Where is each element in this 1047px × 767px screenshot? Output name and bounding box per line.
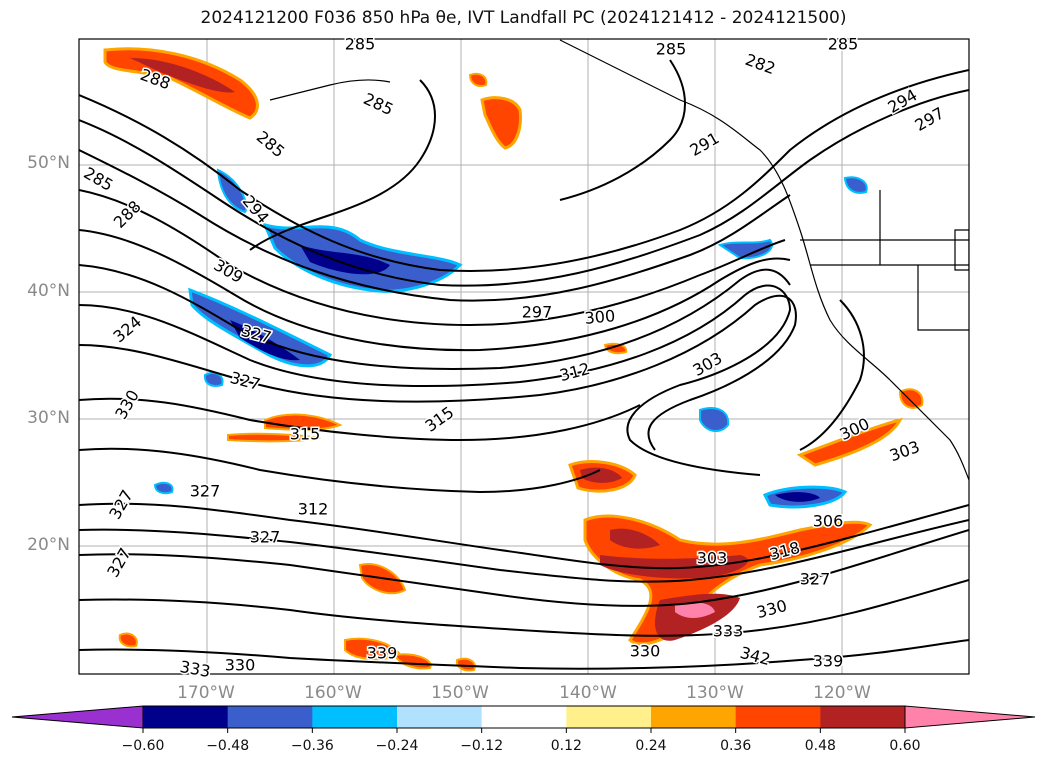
colorbar-tick-label: −0.60 <box>121 738 165 754</box>
contour-label: 327 <box>250 528 281 547</box>
positive-anomaly-patch <box>118 632 138 648</box>
map-frame <box>78 38 970 675</box>
contour-label: 333 <box>178 657 211 681</box>
positive-anomaly-patch <box>796 417 903 467</box>
lat-tick-20n: 20°N <box>27 535 70 555</box>
contour-label: 339 <box>367 644 398 663</box>
contour-label: 333 <box>713 622 744 641</box>
colorbar-segment <box>143 706 229 728</box>
contour-label: 327 <box>800 570 831 589</box>
colorbar-segment <box>397 706 483 728</box>
colorbar-extend-high <box>904 705 1036 729</box>
colorbar-tick-label: 0.36 <box>720 738 752 754</box>
colorbar-segment <box>481 706 567 728</box>
positive-anomaly-patch <box>603 342 628 355</box>
contour-label: 330 <box>225 656 256 675</box>
lon-tick-150w: 150°W <box>431 683 489 703</box>
negative-anomaly-patch <box>775 492 820 502</box>
negative-anomaly-patch <box>188 287 333 368</box>
colorbar-outline <box>142 705 906 729</box>
theta-e-contours <box>79 59 969 670</box>
positive-anomaly-patch <box>130 58 235 93</box>
positive-anomaly-patch <box>480 96 522 150</box>
colorbar-extend-low <box>11 705 144 729</box>
negative-anomaly-patch <box>153 481 174 495</box>
negative-anomaly-patch <box>699 407 730 432</box>
lat-tick-30n: 30°N <box>27 408 70 428</box>
lon-tick-170w: 170°W <box>177 683 235 703</box>
positive-anomaly-patch <box>468 72 488 87</box>
colorbar-segment <box>820 706 906 728</box>
contour-label: 327 <box>190 482 221 501</box>
colorbar-segment <box>735 706 821 728</box>
lon-tick-120w: 120°W <box>813 683 871 703</box>
contour-label: 330 <box>630 642 661 661</box>
colorbar-segment <box>566 706 652 728</box>
colorbar-tick-label: −0.48 <box>206 738 250 754</box>
negative-anomaly-patch <box>203 372 224 387</box>
contour-label: 297 <box>522 303 553 322</box>
contour-label: 285 <box>828 35 859 54</box>
lon-tick-160w: 160°W <box>304 683 362 703</box>
negative-anomaly-patch <box>843 176 868 194</box>
positive-anomaly-patch <box>455 657 476 672</box>
contour-label: 285 <box>345 35 376 54</box>
positive-anomaly-patch <box>580 467 622 483</box>
filled-anomaly-patches <box>103 47 924 672</box>
contour-label: 339 <box>813 652 844 671</box>
lon-tick-140w: 140°W <box>559 683 617 703</box>
colorbar-tick-label: 0.12 <box>550 738 582 754</box>
positive-anomaly-patch <box>600 555 748 579</box>
map-background <box>79 39 969 674</box>
contour-label: 300 <box>584 306 616 328</box>
colorbar-tick-label: −0.12 <box>460 738 504 754</box>
positive-anomaly-patch <box>610 528 660 549</box>
positive-anomaly-patch <box>103 47 259 120</box>
colorbar-segment <box>312 706 398 728</box>
lon-tick-130w: 130°W <box>686 683 744 703</box>
positive-anomaly-patch <box>583 514 873 646</box>
coastlines <box>269 39 969 481</box>
contour-label: 315 <box>290 425 321 444</box>
colorbar-tick-label: 0.60 <box>889 738 921 754</box>
colorbar-tick-label: 0.24 <box>635 738 667 754</box>
colorbar-tick-label: 0.48 <box>804 738 836 754</box>
positive-anomaly-patch <box>675 602 715 618</box>
positive-anomaly-patch <box>227 432 321 443</box>
map-gridlines <box>79 39 969 674</box>
negative-anomaly-patch <box>300 245 390 275</box>
negative-anomaly-patch <box>216 168 248 214</box>
contour-label: 303 <box>697 549 728 568</box>
colorbar-tick-label: −0.36 <box>290 738 334 754</box>
lat-tick-40n: 40°N <box>27 281 70 301</box>
colorbar-tick-label: −0.24 <box>375 738 419 754</box>
positive-anomaly-patch <box>898 388 924 409</box>
contour-label: 285 <box>656 40 687 59</box>
figure-title: 2024121200 F036 850 hPa θe, IVT Landfall… <box>200 8 847 28</box>
lat-tick-50n: 50°N <box>27 153 70 173</box>
colorbar <box>11 705 1036 733</box>
colorbar-segment <box>227 706 313 728</box>
contour-label: 306 <box>813 512 844 531</box>
colorbar-segment <box>651 706 737 728</box>
contour-label: 312 <box>298 500 329 519</box>
negative-anomaly-patch <box>717 238 773 260</box>
